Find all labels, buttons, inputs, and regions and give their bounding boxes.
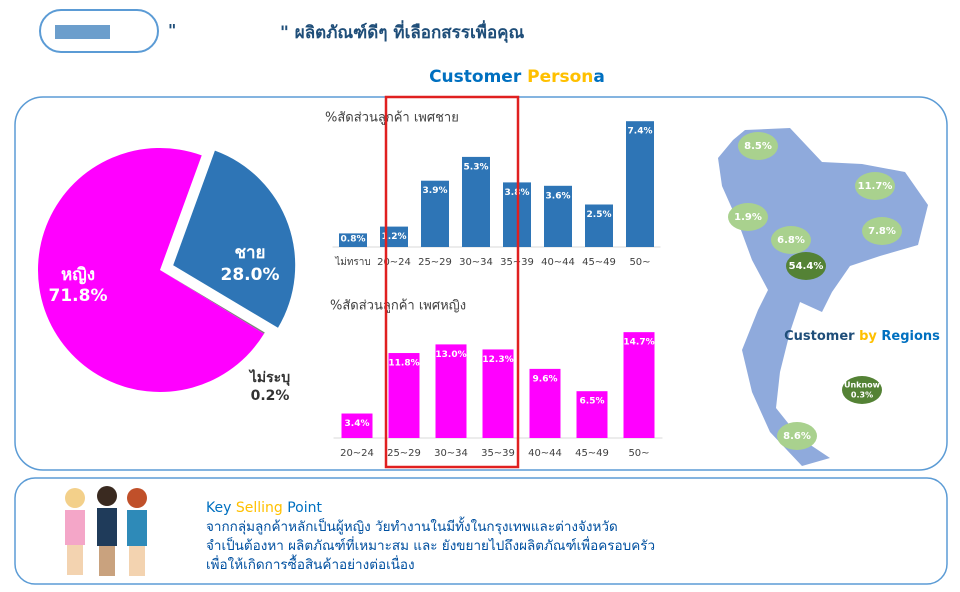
- bar-value-label: 11.8%: [388, 359, 419, 369]
- chart-title: %สัดส่วนลูกค้า เพศชาย: [325, 111, 459, 126]
- title-part: Regions: [881, 329, 940, 344]
- bar-value-label: 5.3%: [464, 162, 489, 172]
- slice-label: ชาย: [234, 243, 265, 263]
- bubble-value-label: 54.4%: [789, 261, 824, 272]
- bubble-value-label: 7.8%: [868, 226, 896, 237]
- key-title: Key Selling Point: [206, 500, 323, 516]
- title-part: Customer: [784, 329, 859, 344]
- x-tick-label: 25~29: [418, 257, 452, 268]
- region-bubble: [771, 226, 811, 254]
- title-part: Key: [206, 500, 236, 516]
- bar: [339, 233, 367, 247]
- section-title: Customer Persona: [429, 67, 605, 87]
- bar: [544, 185, 572, 247]
- header-quote: ": [168, 21, 176, 40]
- x-tick-label: 30~34: [434, 448, 468, 459]
- x-tick-label: 20~24: [377, 257, 411, 268]
- pie-slice: [173, 150, 296, 328]
- pie-slice: [37, 148, 264, 392]
- x-tick-label: 45~49: [575, 448, 609, 459]
- bubble-value-label: 8.6%: [783, 431, 811, 442]
- bubble-value-label: 11.7%: [858, 181, 893, 192]
- bar: [341, 413, 373, 438]
- title-part: Selling: [236, 500, 287, 516]
- region-bubble: [862, 217, 902, 245]
- title-part: Person: [527, 67, 593, 87]
- bar-value-label: 0.8%: [341, 235, 366, 245]
- key-line: จำเป็นต้องหา ผลิตภัณฑ์ที่เหมาะสม และ ยัง…: [206, 536, 655, 554]
- title-part: Customer: [429, 67, 527, 87]
- bar-value-label: 7.4%: [628, 127, 653, 137]
- slice-value-label: 0.2%: [251, 388, 290, 404]
- bar: [623, 332, 655, 438]
- region-bubble: [738, 132, 778, 160]
- panel: [14, 477, 948, 585]
- people-illustration: [65, 486, 147, 576]
- bubble-value-label: 0.3%: [851, 391, 873, 400]
- highlight-box: [384, 95, 520, 469]
- region-bubble: [777, 422, 817, 450]
- bar: [482, 349, 514, 438]
- x-tick-label: 50~: [629, 257, 650, 268]
- pie-slice: [160, 270, 265, 334]
- chart-title: %สัดส่วนลูกค้า เพศหญิง: [330, 299, 466, 314]
- bar: [388, 353, 420, 438]
- bar-value-label: 1.2%: [382, 232, 407, 242]
- bar: [421, 180, 449, 247]
- bar-value-label: 14.7%: [623, 338, 654, 348]
- x-tick-label: 50~: [628, 448, 649, 459]
- bar-value-label: 3.6%: [546, 191, 571, 201]
- x-tick-label: 30~34: [459, 257, 493, 268]
- region-title: Customer by Regions: [784, 329, 940, 344]
- key-line: เพื่อให้เกิดการซื้อสินค้าอย่างต่อเนื่อง: [206, 554, 415, 573]
- x-tick-label: 25~29: [387, 448, 421, 459]
- x-tick-label: 35~39: [481, 448, 515, 459]
- bubble-value-label: 8.5%: [744, 141, 772, 152]
- region-bubble: [842, 376, 882, 404]
- region-bubble: [855, 172, 895, 200]
- bubble-category: Unknow: [844, 381, 881, 390]
- logo-blur: [55, 25, 110, 39]
- x-tick-label: 45~49: [582, 257, 616, 268]
- bar: [626, 121, 654, 247]
- x-tick-label: 40~44: [528, 448, 562, 459]
- header-title: " ผลิตภัณฑ์ดีๆ ที่เลือกสรรเพื่อคุณ: [280, 20, 525, 43]
- region-bubble: [728, 203, 768, 231]
- region-bubble: [786, 252, 826, 280]
- slice-value-label: 71.8%: [49, 286, 108, 306]
- bar-value-label: 3.4%: [345, 419, 370, 429]
- slice-value-label: 28.0%: [221, 265, 280, 285]
- bar-value-label: 6.5%: [580, 397, 605, 407]
- bar-value-label: 12.3%: [482, 355, 513, 365]
- thailand-map: [718, 128, 928, 466]
- bar-value-label: 3.9%: [423, 186, 448, 196]
- bubble-value-label: 1.9%: [734, 212, 762, 223]
- bar: [435, 344, 467, 438]
- bar-value-label: 9.6%: [533, 374, 558, 384]
- title-part: a: [593, 67, 604, 87]
- bubble-value-label: 6.8%: [777, 235, 805, 246]
- x-tick-label: ไม่ทราบ: [334, 256, 371, 268]
- x-tick-label: 20~24: [340, 448, 374, 459]
- bar: [585, 204, 613, 247]
- slice-label: ไม่ระบุ: [248, 368, 290, 386]
- x-tick-label: 40~44: [541, 257, 575, 268]
- slice-label: หญิง: [61, 265, 95, 285]
- title-part: by: [859, 329, 881, 344]
- bar: [462, 156, 490, 247]
- bar-value-label: 13.0%: [435, 350, 466, 360]
- bar-value-label: 2.5%: [587, 210, 612, 220]
- title-part: Point: [287, 500, 322, 516]
- bar: [576, 391, 608, 438]
- bar: [529, 368, 561, 438]
- key-line: จากกลุ่มลูกค้าหลักเป็นผู้หญิง วัยทำงานใน…: [206, 516, 618, 535]
